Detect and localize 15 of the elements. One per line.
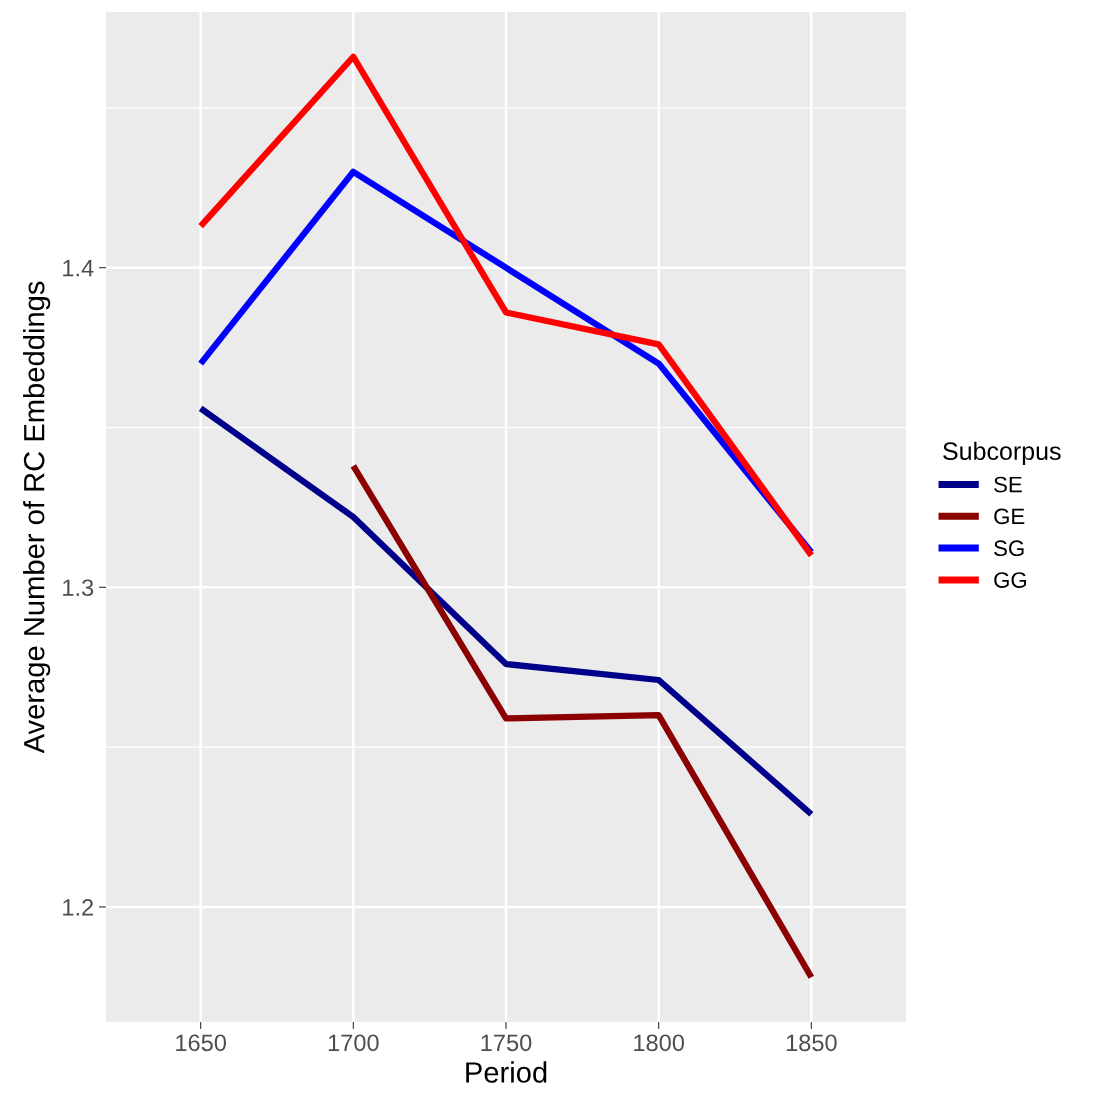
y-tick-label: 1.2 <box>63 899 94 916</box>
y-tick-label: 1.3 <box>63 579 94 597</box>
x-tick-label: 1700 <box>328 1034 379 1052</box>
y-tick-label: 1.4 <box>63 260 94 277</box>
x-tick-label: 1800 <box>634 1034 685 1052</box>
legend-label: GG <box>994 572 1027 588</box>
legend-label: SG <box>994 540 1024 557</box>
y-axis-title: Average Number of RC Embeddings <box>23 281 51 754</box>
legend-title: Subcorpus <box>943 441 1061 465</box>
legend-label: GE <box>994 508 1025 525</box>
x-axis-title: Period <box>466 1061 547 1083</box>
x-tick-label: 1750 <box>481 1034 532 1052</box>
legend-label: SE <box>994 476 1022 493</box>
x-tick-label: 1850 <box>786 1034 837 1052</box>
x-tick-label: 1650 <box>176 1034 226 1052</box>
